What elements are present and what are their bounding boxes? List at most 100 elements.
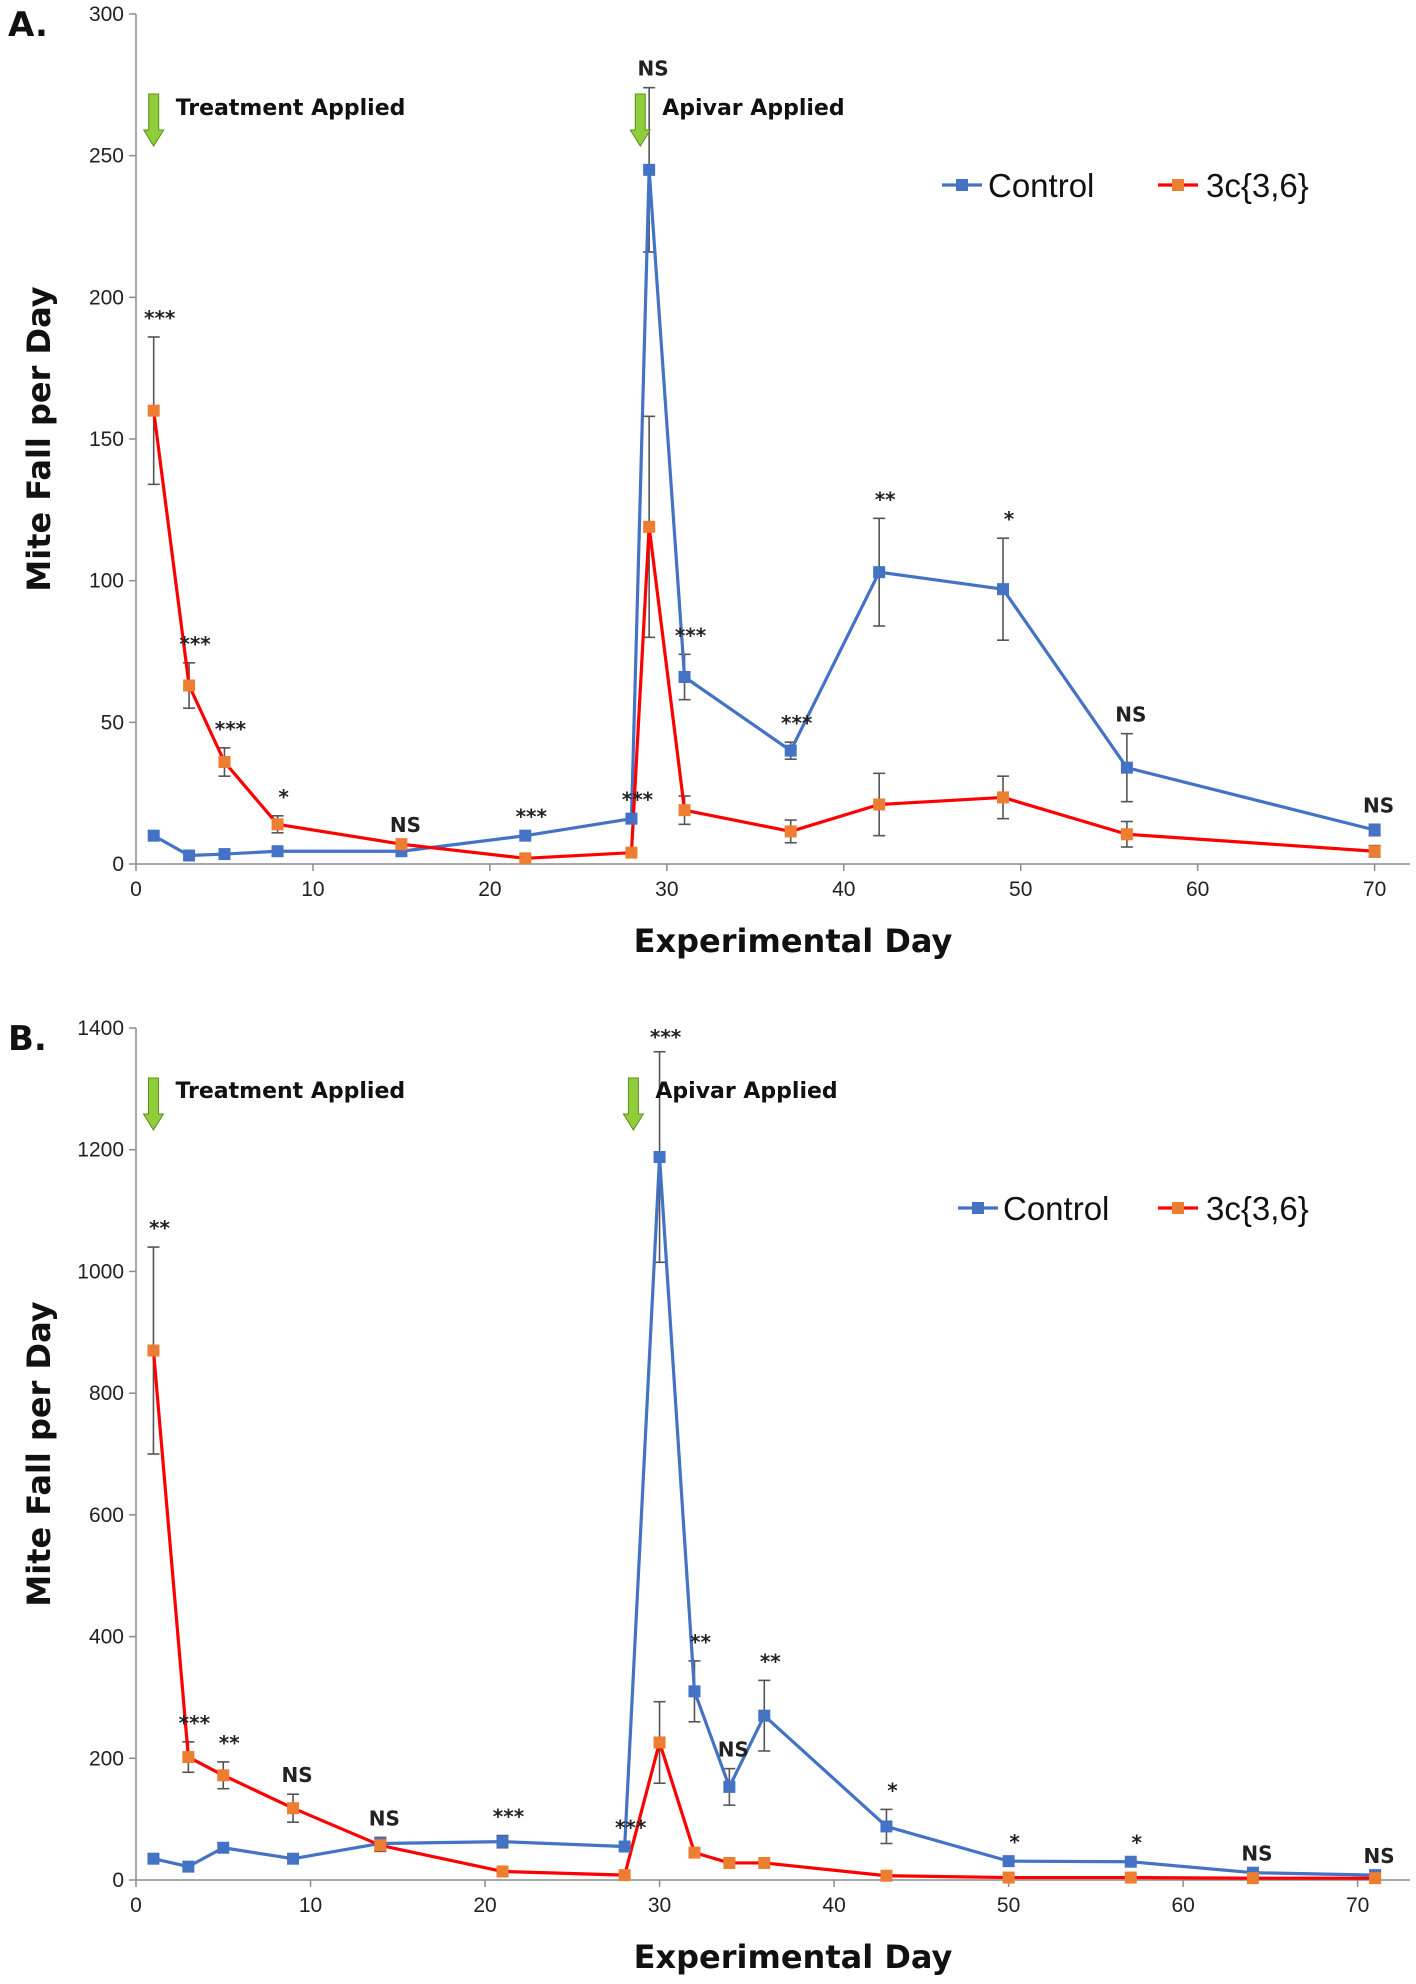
treatment-data-point <box>997 791 1010 804</box>
treatment-data-point <box>1002 1871 1015 1884</box>
y-tick-label: 1400 <box>77 1017 124 1040</box>
control-data-point <box>880 1820 893 1833</box>
apivar-applied-label: Apivar Applied <box>655 1079 837 1104</box>
treatment-series-line <box>151 1350 1376 1880</box>
down-arrow-icon <box>629 93 652 147</box>
control-data-point <box>147 1852 160 1865</box>
control-data-point <box>147 829 160 842</box>
x-tick-label: 30 <box>648 1894 671 1917</box>
x-tick-label: 20 <box>478 878 501 901</box>
x-axis-title: Experimental Day <box>634 1938 953 1976</box>
significance-label: *** <box>144 306 176 330</box>
x-tick-label: 60 <box>1186 878 1209 901</box>
significance-label: NS <box>1241 1842 1272 1866</box>
significance-label: * <box>1004 507 1015 531</box>
significance-label: * <box>1132 1831 1143 1855</box>
x-tick-label: 0 <box>130 878 142 901</box>
significance-label: NS <box>1364 1844 1395 1868</box>
treatment-data-point <box>287 1802 300 1815</box>
y-tick-label: 250 <box>89 145 124 168</box>
x-tick-label: 40 <box>822 1894 845 1917</box>
control-data-point <box>496 1835 509 1848</box>
significance-label: *** <box>615 1816 647 1840</box>
control-data-point <box>873 566 886 579</box>
significance-label: *** <box>781 711 813 735</box>
control-data-point <box>217 1841 230 1854</box>
down-arrow-icon <box>142 1077 165 1131</box>
control-data-point <box>688 1685 701 1698</box>
significance-label: ** <box>875 487 896 511</box>
legend-control-marker <box>956 179 968 191</box>
control-data-point <box>182 1860 195 1873</box>
control-data-point <box>183 849 196 862</box>
x-tick-label: 50 <box>997 1894 1020 1917</box>
treatment-data-point <box>784 825 797 838</box>
control-data-point <box>287 1852 300 1865</box>
control-data-point <box>1124 1855 1137 1868</box>
control-data-point <box>678 671 691 683</box>
treatment-data-point <box>182 1751 195 1764</box>
treatment-data-point <box>1124 1871 1137 1884</box>
control-series-line <box>153 1155 1376 1877</box>
significance-label: * <box>278 785 289 809</box>
treatment-data-point <box>653 1736 666 1749</box>
control-data-point <box>618 1840 631 1853</box>
treatment-data-point <box>678 804 691 817</box>
significance-label: *** <box>675 623 707 647</box>
control-data-point <box>784 744 797 757</box>
control-data-point <box>519 829 532 842</box>
x-tick-label: 70 <box>1363 878 1386 901</box>
y-tick-label: 1200 <box>77 1139 124 1162</box>
significance-label: *** <box>215 717 247 741</box>
treatment-data-point <box>271 818 284 831</box>
treatment-data-point <box>618 1869 631 1882</box>
significance-label: ** <box>760 1649 781 1673</box>
significance-label: NS <box>281 1763 312 1787</box>
control-data-point <box>271 845 284 858</box>
down-arrow-icon <box>142 93 165 147</box>
down-arrow-icon <box>622 1077 645 1131</box>
y-tick-label: 0 <box>112 1869 124 1892</box>
significance-label: ** <box>690 1630 711 1654</box>
treatment-data-point <box>873 798 886 811</box>
significance-label: NS <box>718 1738 749 1762</box>
treatment-data-point <box>723 1856 736 1869</box>
significance-label: ** <box>149 1216 170 1240</box>
control-data-point <box>1368 824 1381 836</box>
control-data-point <box>625 812 638 825</box>
legend-treatment-label: 3c{3,6} <box>1206 167 1309 204</box>
significance-label: *** <box>179 632 211 656</box>
y-tick-label: 800 <box>89 1382 124 1405</box>
treatment-data-point <box>1246 1872 1259 1885</box>
y-tick-label: 200 <box>89 1747 124 1770</box>
treatment-data-point <box>519 852 532 865</box>
treatment-data-point <box>217 1769 230 1782</box>
y-tick-label: 100 <box>89 570 124 593</box>
treatment-applied-label: Treatment Applied <box>176 96 406 121</box>
x-tick-label: 20 <box>473 1894 496 1917</box>
treatment-data-point <box>218 756 231 768</box>
legend-treatment-label: 3c{3,6} <box>1206 1190 1309 1227</box>
control-data-point <box>653 1151 666 1164</box>
legend: Control 3c{3,6} <box>942 167 1309 204</box>
panel-label: B. <box>8 1019 47 1059</box>
x-tick-label: 50 <box>1009 878 1032 901</box>
treatment-data-point <box>643 520 656 533</box>
significance-label: NS <box>1363 793 1394 817</box>
control-data-point <box>758 1709 771 1722</box>
significance-label: NS <box>638 57 669 81</box>
x-tick-label: 10 <box>299 1894 322 1917</box>
treatment-data-point <box>374 1839 387 1852</box>
chart-panel-b: B. 0 200 400 600 800 1000 1200 1400 0 10 20 30 40 50 60… <box>8 1017 1410 1976</box>
y-tick-label: 0 <box>112 853 124 876</box>
treatment-data-point <box>183 679 196 692</box>
y-axis-title: Mite Fall per Day <box>20 1301 58 1606</box>
significance-label: * <box>887 1778 898 1802</box>
control-data-point <box>218 848 231 861</box>
panel-label: A. <box>8 5 48 45</box>
significance-label: *** <box>516 805 548 829</box>
apivar-applied-label: Apivar Applied <box>662 96 844 121</box>
significance-label: ** <box>219 1731 240 1755</box>
y-tick-label: 150 <box>89 428 124 451</box>
